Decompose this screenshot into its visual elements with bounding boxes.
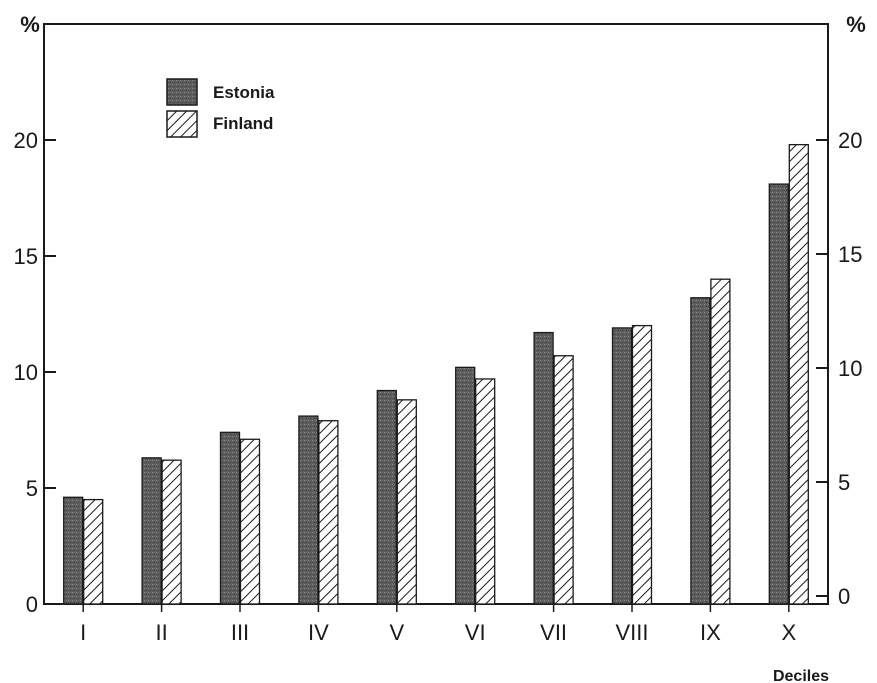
bars-group: [63, 143, 809, 605]
bar-finland-II: [161, 459, 182, 605]
bar-finland-VIII: [631, 324, 653, 605]
bar-estonia-VIII: [611, 327, 633, 605]
x-tick-label-VIII: VIII: [615, 620, 648, 645]
y-tick-label-right-0: 0: [838, 584, 850, 609]
y-tick-label-left-20: 20: [14, 128, 38, 153]
x-tick-label-II: II: [155, 620, 167, 645]
x-tick-label-VI: VI: [465, 620, 486, 645]
bar-estonia-VII: [533, 331, 554, 605]
x-tick-label-IV: IV: [308, 620, 329, 645]
x-tick-label-VII: VII: [540, 620, 567, 645]
y-tick-label-right-15: 15: [838, 242, 862, 267]
x-tick-label-V: V: [389, 620, 404, 645]
legend-label-finland: Finland: [213, 114, 273, 133]
bar-estonia-IV: [298, 415, 319, 605]
bar-estonia-II: [141, 457, 162, 605]
bar-finland-IV: [318, 420, 339, 605]
bar-estonia-III: [219, 431, 241, 605]
x-tick-label-IX: IX: [700, 620, 721, 645]
bar-estonia-I: [63, 496, 84, 605]
y-unit-right: %: [846, 12, 866, 37]
y-tick-label-left-10: 10: [14, 360, 38, 385]
y-tick-label-right-5: 5: [838, 470, 850, 495]
bar-estonia-X: [768, 183, 789, 605]
plot-area: [43, 23, 829, 605]
bar-finland-X: [788, 143, 809, 605]
bar-finland-I: [83, 498, 104, 605]
y-tick-label-left-0: 0: [26, 592, 38, 617]
x-axis: I II III IV V VI VII VIII IX X: [80, 604, 796, 645]
bar-estonia-V: [376, 389, 397, 605]
x-tick-label-I: I: [80, 620, 86, 645]
legend-swatch-finland: [166, 110, 198, 138]
bar-estonia-VI: [455, 366, 476, 605]
x-axis-title: Deciles: [773, 668, 829, 683]
bar-finland-V: [396, 399, 417, 605]
bar-finland-III: [239, 438, 261, 605]
y-axis-left: 0 5 10 15 20: [14, 128, 56, 617]
legend: Estonia Finland: [166, 78, 275, 138]
y-tick-label-left-15: 15: [14, 244, 38, 269]
bar-finland-VI: [475, 378, 496, 605]
bar-finland-IX: [710, 278, 731, 605]
x-tick-label-X: X: [781, 620, 796, 645]
y-axis-right: 0 5 10 15 20: [816, 128, 862, 609]
y-tick-label-left-5: 5: [26, 476, 38, 501]
y-unit-left: %: [20, 12, 40, 37]
bar-estonia-IX: [690, 297, 711, 605]
legend-swatch-estonia: [166, 78, 198, 106]
y-tick-label-right-20: 20: [838, 128, 862, 153]
y-tick-label-right-10: 10: [838, 356, 862, 381]
bar-finland-VII: [553, 355, 574, 605]
legend-label-estonia: Estonia: [213, 83, 275, 102]
x-tick-label-III: III: [231, 620, 249, 645]
